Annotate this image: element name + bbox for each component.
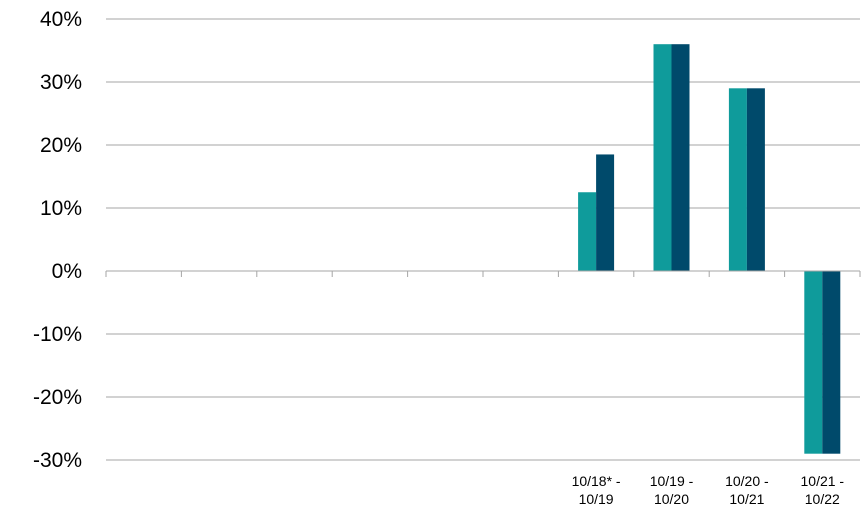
bar <box>671 44 690 272</box>
x-tick-label: 10/21 - 10/22 <box>801 473 845 507</box>
x-tick-label-line: 10/19 <box>579 491 614 507</box>
gridlines <box>106 18 860 461</box>
x-tick-label-line: 10/18* - <box>572 473 621 489</box>
bar <box>804 271 823 454</box>
x-tick-label-line: 10/21 - <box>801 473 845 489</box>
y-tick-label: 20% <box>40 134 82 157</box>
x-tick-label-line: 10/21 <box>729 491 764 507</box>
y-tick-label: 30% <box>40 71 82 94</box>
bar <box>728 88 747 271</box>
bars <box>578 44 841 454</box>
bar <box>746 88 765 271</box>
x-tick-label-line: 10/22 <box>805 491 840 507</box>
y-tick-label: -10% <box>33 323 82 346</box>
x-tick-label: 10/18* - 10/19 <box>572 473 621 507</box>
bar <box>578 192 597 271</box>
x-tick-label-line: 10/19 - <box>650 473 694 489</box>
y-tick-label: 0% <box>52 260 82 283</box>
x-tick-label-line: 10/20 - <box>725 473 769 489</box>
y-tick-label: -30% <box>33 449 82 472</box>
y-tick-label: 10% <box>40 197 82 220</box>
bar <box>596 154 615 271</box>
y-tick-label: 40% <box>40 8 82 31</box>
x-tick-label: 10/20 - 10/21 <box>725 473 769 507</box>
y-tick-label: -20% <box>33 386 82 409</box>
y-axis-tick-labels: 40% 30% 20% 10% 0% -10% -20% -30% <box>33 8 82 472</box>
bar <box>653 44 672 272</box>
bar <box>822 271 841 454</box>
x-tick-label-line: 10/20 <box>654 491 689 507</box>
x-axis <box>105 270 861 277</box>
x-tick-label: 10/19 - 10/20 <box>650 473 694 507</box>
